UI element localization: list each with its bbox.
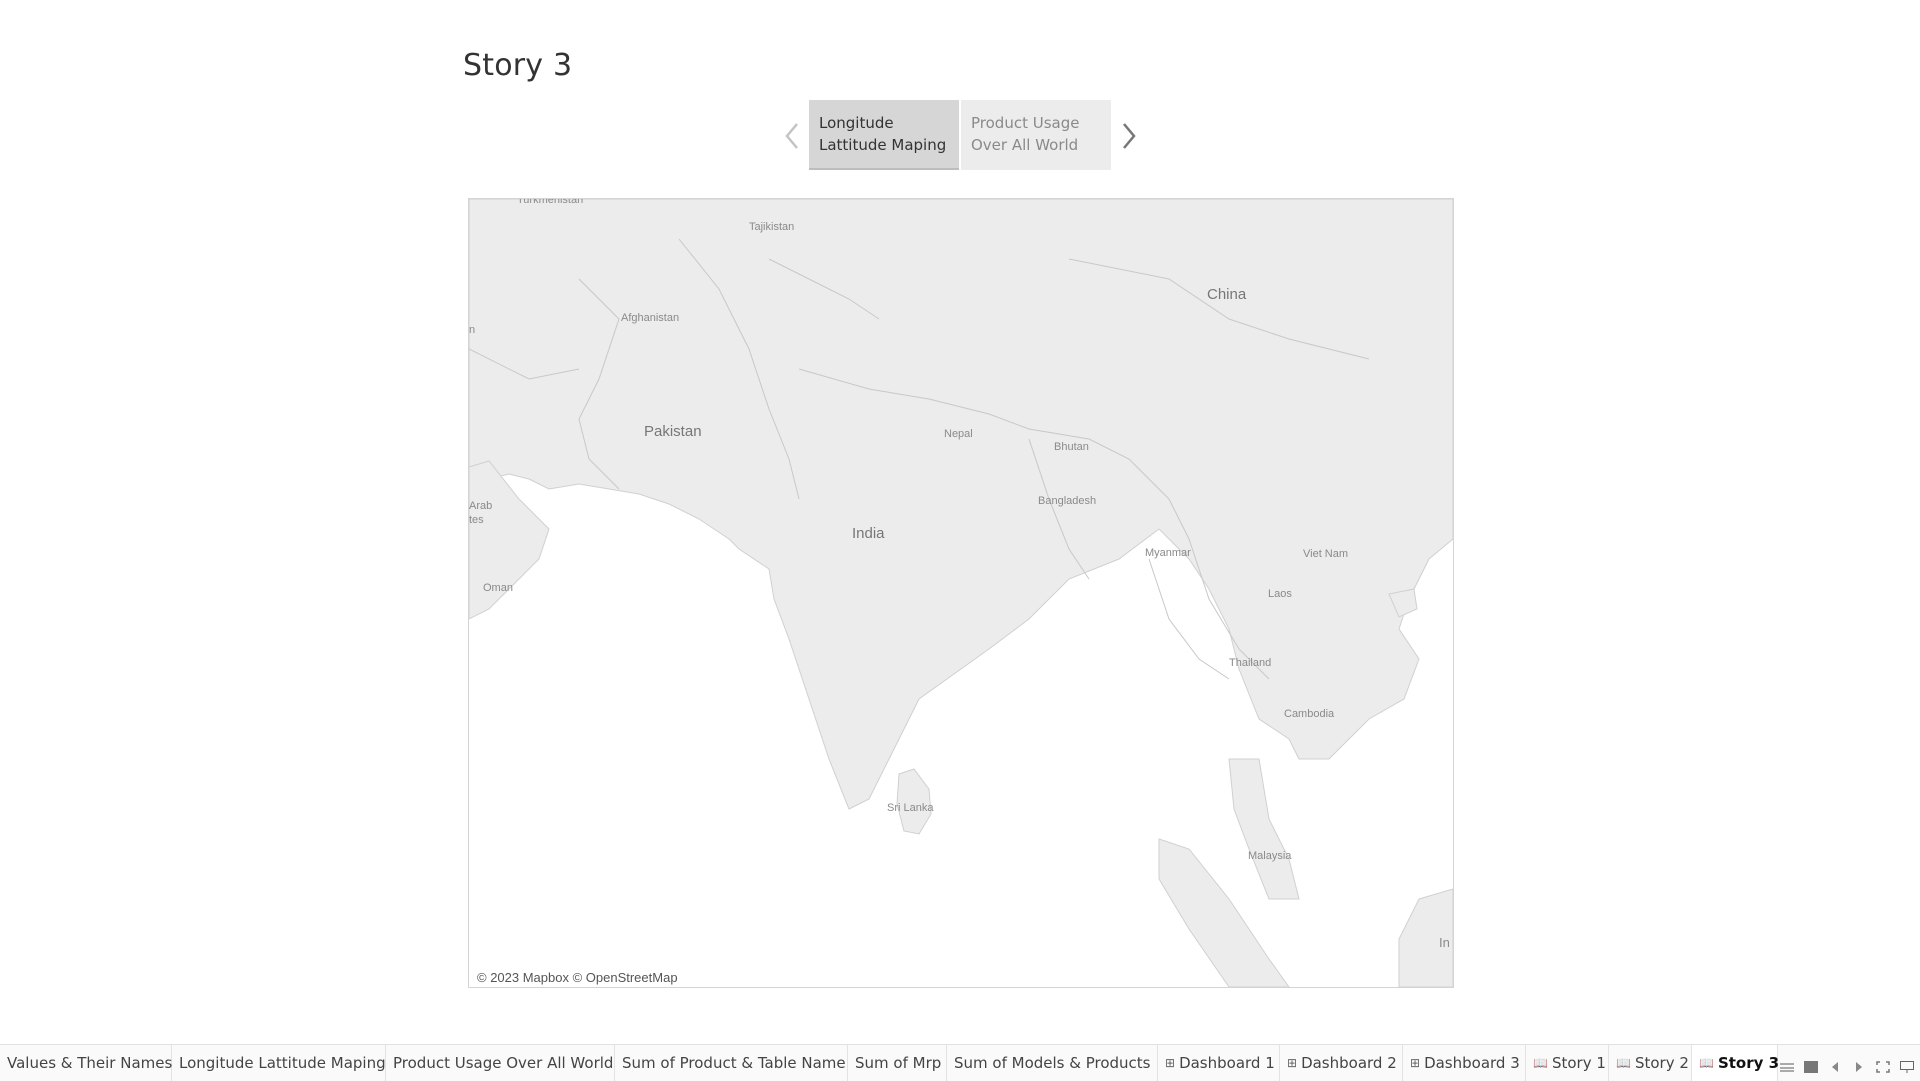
tab-label: Dashboard 2 <box>1301 1054 1397 1072</box>
story-icon: 📖 <box>1616 1056 1631 1070</box>
tab-controls <box>1780 1060 1914 1074</box>
story-point-line2: Over All World <box>971 136 1079 154</box>
chevron-right-icon <box>1123 123 1136 149</box>
fullscreen-icon[interactable] <box>1876 1060 1890 1074</box>
tab-sum-of-models-products[interactable]: Sum of Models & Products <box>947 1045 1158 1081</box>
tab-dashboard-3[interactable]: ⊞ Dashboard 3 <box>1403 1045 1526 1081</box>
tab-product-usage[interactable]: Product Usage Over All World <box>386 1045 615 1081</box>
scroll-right-icon[interactable] <box>1852 1060 1866 1074</box>
tab-label: Product Usage Over All World <box>393 1054 614 1072</box>
label-tajikistan: Tajikistan <box>749 221 794 233</box>
story-title: Story 3 <box>463 48 573 83</box>
tab-label: Dashboard 1 <box>1179 1054 1275 1072</box>
previous-story-point-button[interactable] <box>780 114 804 158</box>
label-pakistan: Pakistan <box>644 423 702 440</box>
map-view[interactable]: Turkmenistan Tajikistan Afghanistan Paki… <box>468 198 1454 988</box>
tab-values-their-names[interactable]: Values & Their Names <box>0 1045 172 1081</box>
label-tes: tes <box>469 514 484 526</box>
story-point-longitude-lattitude[interactable]: Longitude Lattitude Maping <box>809 100 959 170</box>
label-arab: Arab <box>469 500 492 512</box>
tab-label: Story 1 <box>1551 1054 1606 1072</box>
story-point-line1: Product Usage <box>971 114 1080 132</box>
label-myanmar: Myanmar <box>1145 547 1191 559</box>
label-india: India <box>852 525 885 542</box>
tab-label: Story 3 <box>1717 1054 1780 1072</box>
tab-label: Sum of Mrp <box>855 1054 942 1072</box>
tab-label: Dashboard 3 <box>1424 1054 1520 1072</box>
label-turkmenistan: Turkmenistan <box>517 199 583 206</box>
tab-label: Sum of Product & Table Name <box>622 1054 846 1072</box>
malay-peninsula <box>1228 758 1300 900</box>
sumatra <box>1158 838 1290 987</box>
label-n: n <box>469 324 475 336</box>
story-icon: 📖 <box>1699 1056 1714 1070</box>
tab-dashboard-1[interactable]: ⊞ Dashboard 1 <box>1158 1045 1280 1081</box>
dashboard-icon: ⊞ <box>1165 1056 1176 1070</box>
label-vietnam: Viet Nam <box>1303 548 1348 560</box>
arabian-peninsula <box>469 460 550 620</box>
story-point-product-usage[interactable]: Product Usage Over All World <box>961 100 1111 170</box>
label-sri-lanka: Sri Lanka <box>887 802 934 814</box>
dashboard-icon: ⊞ <box>1287 1056 1298 1070</box>
tab-label: Sum of Models & Products <box>954 1054 1151 1072</box>
next-story-point-button[interactable] <box>1117 114 1141 158</box>
borneo <box>1398 888 1453 987</box>
story-icon: 📖 <box>1533 1056 1548 1070</box>
landmass <box>469 199 1453 810</box>
tab-story-1[interactable]: 📖 Story 1 <box>1526 1045 1609 1081</box>
label-thailand: Thailand <box>1229 657 1271 669</box>
story-point-line1: Longitude <box>819 114 894 132</box>
label-bhutan: Bhutan <box>1054 441 1089 453</box>
tab-dashboard-2[interactable]: ⊞ Dashboard 2 <box>1280 1045 1403 1081</box>
tab-sum-of-mrp[interactable]: Sum of Mrp <box>848 1045 947 1081</box>
tab-label: Values & Their Names <box>7 1054 173 1072</box>
label-in: In <box>1439 935 1450 950</box>
tab-label: Longitude Lattitude Maping <box>179 1054 386 1072</box>
label-nepal: Nepal <box>944 428 973 440</box>
sri-lanka-land <box>896 768 932 835</box>
story-point-line2: Lattitude Maping <box>819 136 947 154</box>
label-china: China <box>1207 286 1247 303</box>
tab-sum-of-product-table-name[interactable]: Sum of Product & Table Name <box>615 1045 848 1081</box>
label-afghanistan: Afghanistan <box>621 312 679 324</box>
label-bangladesh: Bangladesh <box>1038 495 1096 507</box>
scroll-left-icon[interactable] <box>1828 1060 1842 1074</box>
label-oman: Oman <box>483 582 513 594</box>
sheet-tab-bar: Values & Their Names Longitude Lattitude… <box>0 1044 1920 1081</box>
grid-view-icon[interactable] <box>1804 1060 1818 1074</box>
tab-longitude-lattitude-maping[interactable]: Longitude Lattitude Maping <box>172 1045 386 1081</box>
tab-story-2[interactable]: 📖 Story 2 <box>1609 1045 1692 1081</box>
list-view-icon[interactable] <box>1780 1060 1794 1074</box>
label-cambodia: Cambodia <box>1284 708 1335 720</box>
tab-label: Story 2 <box>1634 1054 1689 1072</box>
map-canvas: Turkmenistan Tajikistan Afghanistan Paki… <box>469 199 1453 987</box>
hainan <box>1388 588 1418 618</box>
label-laos: Laos <box>1268 588 1292 600</box>
map-attribution[interactable]: © 2023 Mapbox © OpenStreetMap <box>475 970 680 985</box>
label-malaysia: Malaysia <box>1248 850 1292 862</box>
dashboard-icon: ⊞ <box>1410 1056 1421 1070</box>
chevron-left-icon <box>785 123 798 149</box>
presentation-icon[interactable] <box>1900 1060 1914 1074</box>
tab-story-3[interactable]: 📖 Story 3 <box>1692 1045 1780 1081</box>
